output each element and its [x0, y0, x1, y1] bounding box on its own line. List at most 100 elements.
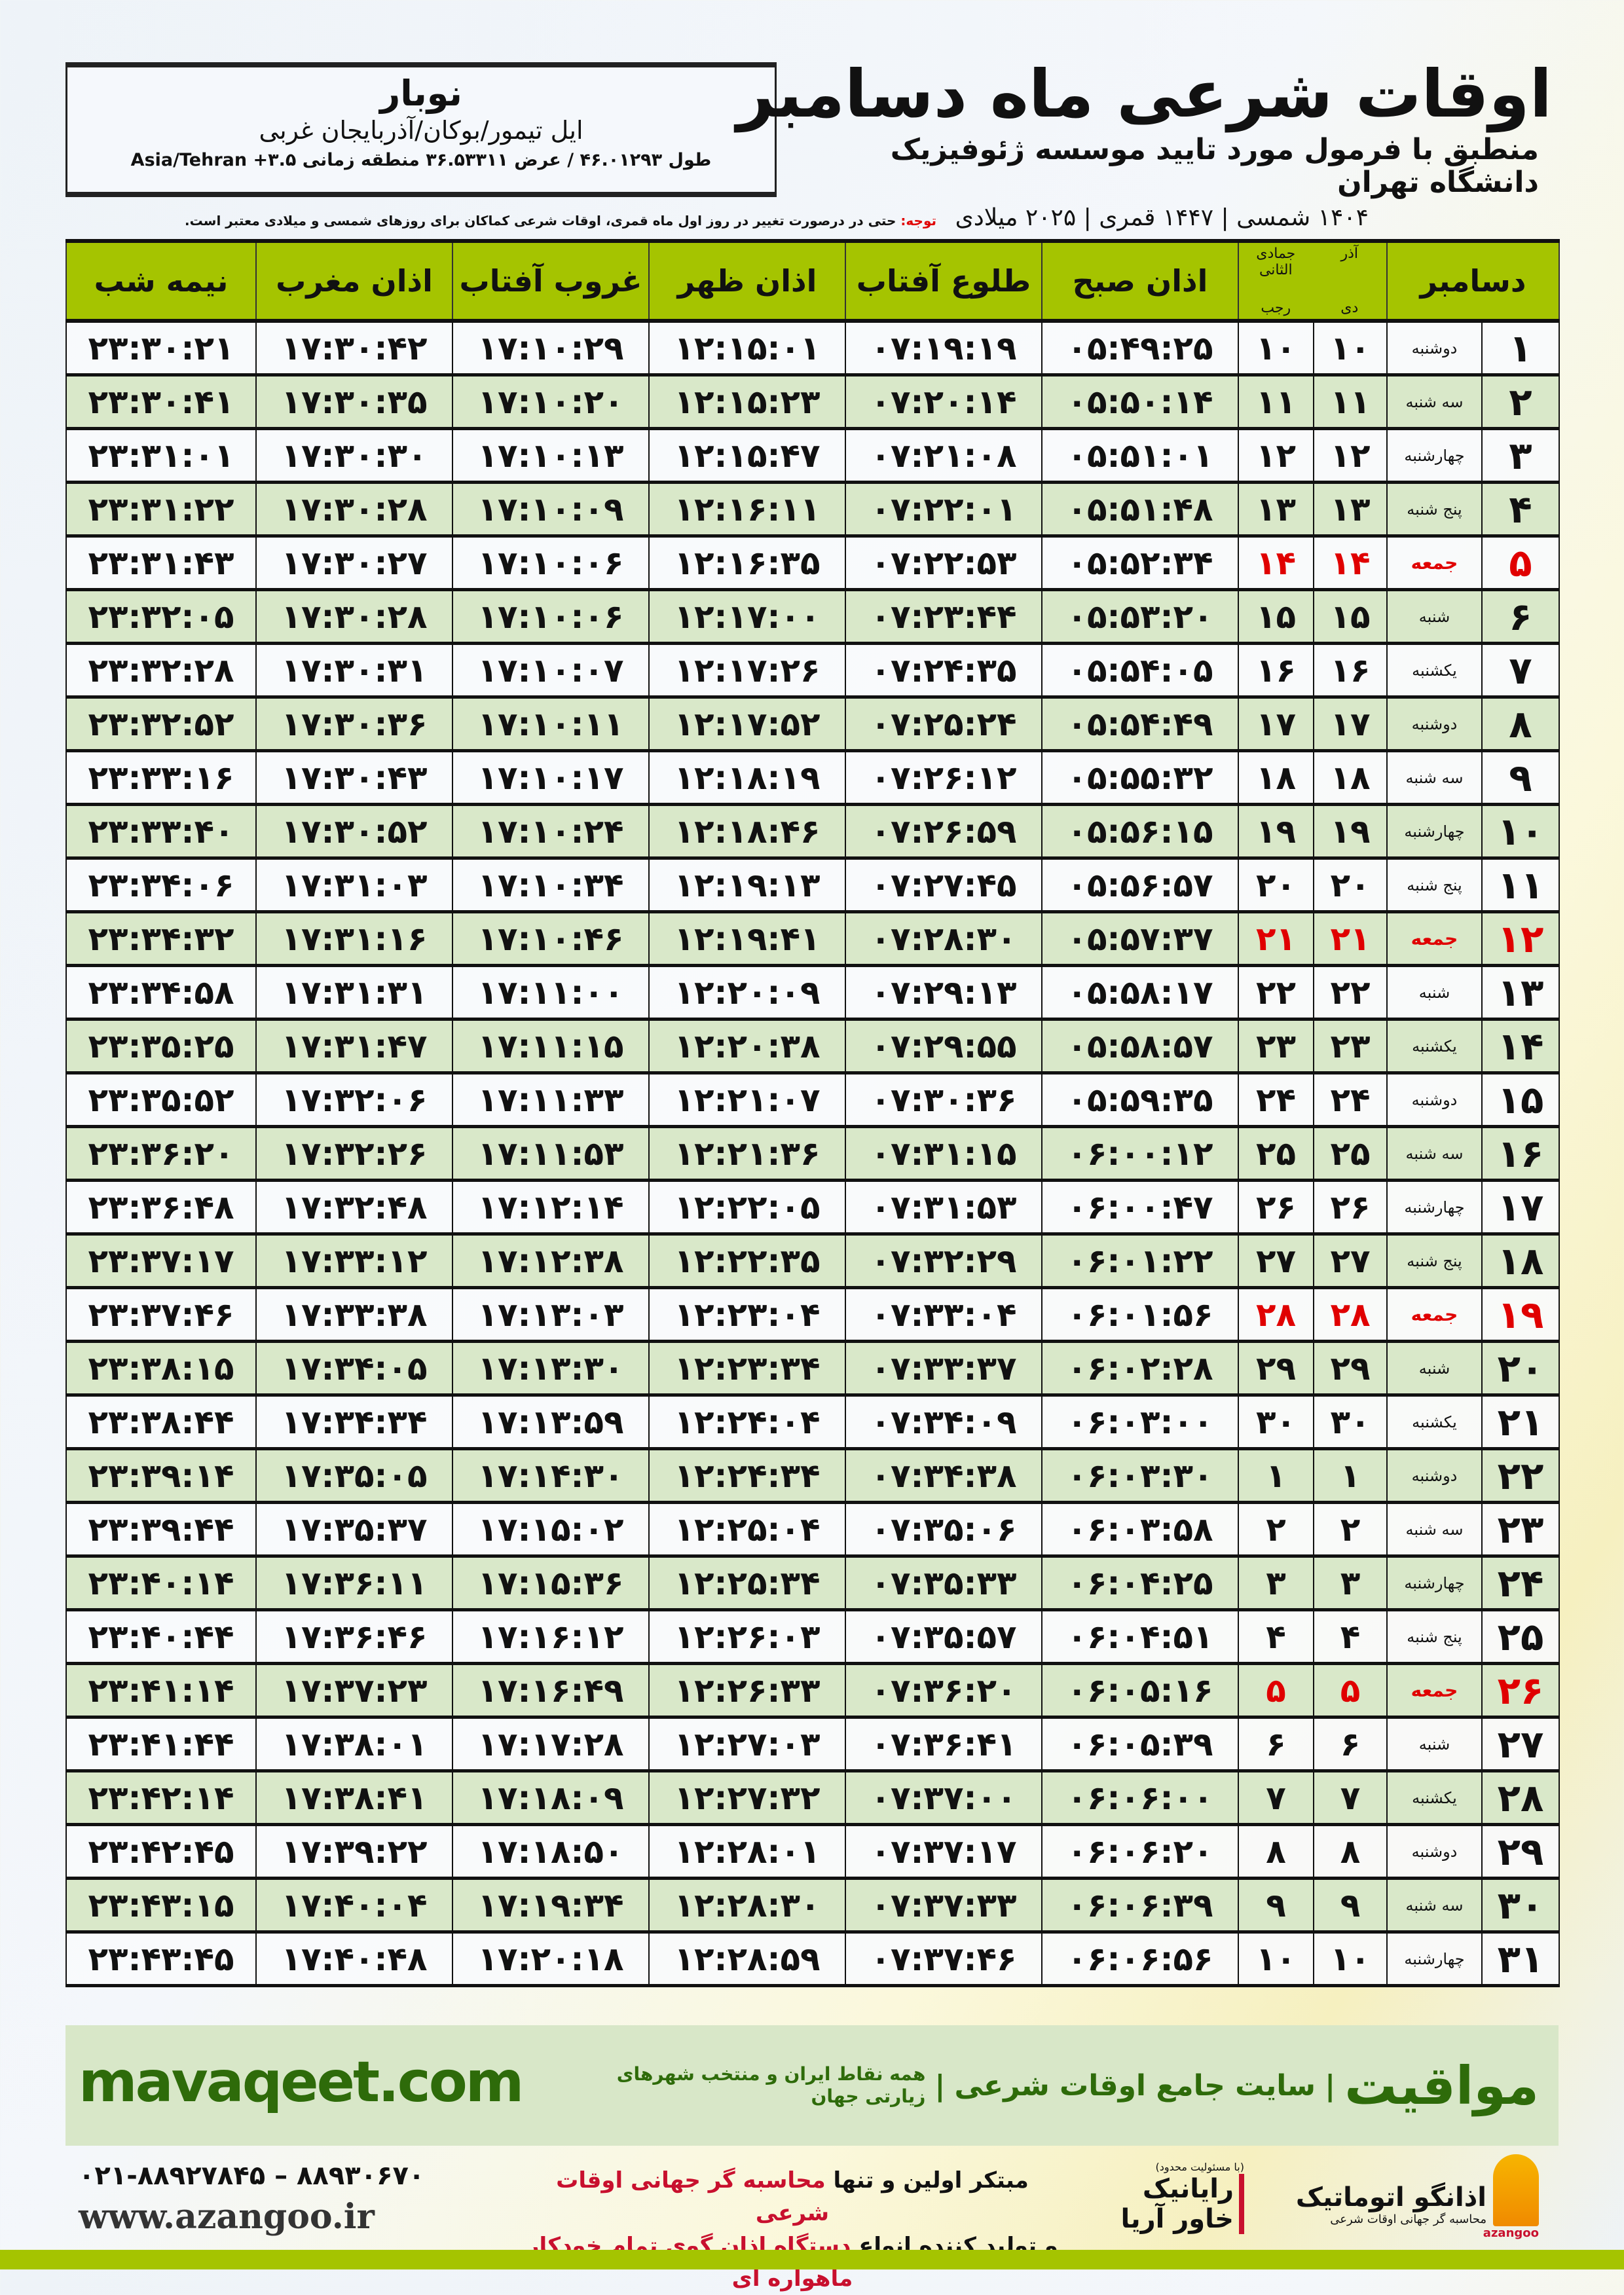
cell-maghrib: ۱۷:۳۰:۲۸: [255, 589, 453, 645]
separator: |: [934, 2068, 946, 2102]
cell-maghrib: ۱۷:۳۷:۲۳: [255, 1662, 453, 1719]
cell-maghrib: ۱۷:۳۰:۳۶: [255, 696, 453, 752]
cell-lunar-day: ۱۰: [1238, 320, 1314, 376]
cell-fajr: ۰۵:۵۳:۲۰: [1041, 589, 1239, 645]
table-row: ۱۶ سه شنبه ۲۵ ۲۵ ۰۶:۰۰:۱۲ ۰۷:۳۱:۱۵ ۱۲:۲۱:۳۶ ۱۷:…: [65, 1126, 1560, 1182]
cell-midnight: ۲۳:۳۹:۱۴: [65, 1448, 257, 1504]
cell-shamsi-day: ۴: [1313, 1609, 1388, 1665]
table-row: ۲۷ شنبه ۶ ۶ ۰۶:۰۵:۳۹ ۰۷:۳۶:۴۱ ۱۲:۲۷:۰۳ ۱۷:۱۷:۲۸…: [65, 1716, 1560, 1772]
cell-midnight: ۲۳:۳۰:۲۱: [65, 320, 257, 376]
cell-maghrib: ۱۷:۳۰:۳۰: [255, 428, 453, 484]
header-shamsi-bottom: دی: [1340, 300, 1359, 316]
cell-weekday: سه شنبه: [1386, 1126, 1483, 1182]
cell-shamsi-day: ۲۷: [1313, 1233, 1388, 1289]
cell-dhuhr: ۱۲:۱۹:۱۳: [648, 857, 846, 913]
cell-day: ۲۰: [1481, 1340, 1560, 1397]
table-row: ۱ دوشنبه ۱۰ ۱۰ ۰۵:۴۹:۲۵ ۰۷:۱۹:۱۹ ۱۲:۱۵:۰۱ ۱۷:۱۰…: [65, 320, 1560, 376]
logo2-text: اذانگو اتوماتیک: [1295, 2182, 1486, 2212]
cell-shamsi-day: ۱: [1313, 1448, 1388, 1504]
cell-sunrise: ۰۷:۳۴:۰۹: [845, 1394, 1043, 1450]
cell-fajr: ۰۵:۵۴:۴۹: [1041, 696, 1239, 752]
cell-sunset: ۱۷:۱۱:۵۳: [452, 1126, 650, 1182]
cell-fajr: ۰۵:۵۶:۱۵: [1041, 803, 1239, 860]
cell-dhuhr: ۱۲:۲۰:۳۸: [648, 1018, 846, 1074]
cell-shamsi-day: ۲۴: [1313, 1072, 1388, 1128]
cell-lunar-day: ۱: [1238, 1448, 1314, 1504]
cell-shamsi-day: ۲: [1313, 1501, 1388, 1558]
cell-midnight: ۲۳:۴۰:۴۴: [65, 1609, 257, 1665]
table-row: ۲۹ دوشنبه ۸ ۸ ۰۶:۰۶:۲۰ ۰۷:۳۷:۱۷ ۱۲:۲۸:۰۱ ۱۷:۱۸:…: [65, 1824, 1560, 1880]
cell-weekday: دوشنبه: [1386, 320, 1483, 376]
cell-sunset: ۱۷:۱۰:۱۳: [452, 428, 650, 484]
table-row: ۱۸ پنج شنبه ۲۷ ۲۷ ۰۶:۰۱:۲۲ ۰۷:۳۲:۲۹ ۱۲:۲۲:۳۵ ۱۷…: [65, 1233, 1560, 1289]
city-name: نوبار: [380, 73, 462, 114]
separator: |: [1325, 2068, 1336, 2102]
cell-weekday: یکشنبه: [1386, 1770, 1483, 1826]
cell-weekday: شنبه: [1386, 964, 1483, 1021]
cell-weekday: چهارشنبه: [1386, 428, 1483, 484]
cell-weekday: دوشنبه: [1386, 696, 1483, 752]
table-row: ۱۳ شنبه ۲۲ ۲۲ ۰۵:۵۸:۱۷ ۰۷:۲۹:۱۳ ۱۲:۲۰:۰۹ ۱۷:۱۱:…: [65, 964, 1560, 1021]
cell-lunar-day: ۲۶: [1238, 1179, 1314, 1236]
cell-day: ۳۰: [1481, 1877, 1560, 1934]
cell-weekday: دوشنبه: [1386, 1824, 1483, 1880]
cell-sunrise: ۰۷:۳۳:۳۷: [845, 1340, 1043, 1397]
cell-day: ۲: [1481, 374, 1560, 430]
cell-day: ۲۹: [1481, 1824, 1560, 1880]
cell-sunrise: ۰۷:۳۷:۴۶: [845, 1931, 1043, 1987]
header-maghrib: اذان مغرب: [255, 239, 453, 323]
table-row: ۱۲ جمعه ۲۱ ۲۱ ۰۵:۵۷:۳۷ ۰۷:۲۸:۳۰ ۱۲:۱۹:۴۱ ۱۷:۱۰:…: [65, 911, 1560, 967]
cell-sunrise: ۰۷:۳۵:۵۷: [845, 1609, 1043, 1665]
cell-lunar-day: ۴: [1238, 1609, 1314, 1665]
cell-lunar-day: ۳۰: [1238, 1394, 1314, 1450]
cell-lunar-day: ۱۴: [1238, 535, 1314, 591]
cell-midnight: ۲۳:۳۸:۱۵: [65, 1340, 257, 1397]
cell-lunar-day: ۱۳: [1238, 481, 1314, 538]
cell-sunrise: ۰۷:۲۳:۴۴: [845, 589, 1043, 645]
cell-fajr: ۰۶:۰۵:۱۶: [1041, 1662, 1239, 1719]
cell-midnight: ۲۳:۳۲:۲۸: [65, 642, 257, 699]
footer-ad: مبتکر اولین و تنها محاسبه گر جهانی اوقات…: [524, 2164, 1061, 2295]
cell-midnight: ۲۳:۴۳:۴۵: [65, 1931, 257, 1987]
cell-sunrise: ۰۷:۲۲:۰۱: [845, 481, 1043, 538]
cell-sunrise: ۰۷:۳۲:۲۹: [845, 1233, 1043, 1289]
cell-fajr: ۰۵:۵۶:۵۷: [1041, 857, 1239, 913]
cell-dhuhr: ۱۲:۲۴:۳۴: [648, 1448, 846, 1504]
cell-fajr: ۰۵:۵۰:۱۴: [1041, 374, 1239, 430]
cell-fajr: ۰۶:۰۳:۵۸: [1041, 1501, 1239, 1558]
footer-website[interactable]: www.azangoo.ir: [79, 2197, 375, 2237]
cell-lunar-day: ۸: [1238, 1824, 1314, 1880]
cell-lunar-day: ۲۹: [1238, 1340, 1314, 1397]
header-shamsi-top: آذر: [1340, 246, 1359, 262]
cell-lunar-day: ۱۶: [1238, 642, 1314, 699]
cell-day: ۲۱: [1481, 1394, 1560, 1450]
logo2-sub: محاسبه گر جهانی اوقات شرعی: [1330, 2212, 1486, 2226]
cell-midnight: ۲۳:۴۲:۱۴: [65, 1770, 257, 1826]
cell-lunar-day: ۲۱: [1238, 911, 1314, 967]
cell-fajr: ۰۵:۵۵:۳۲: [1041, 750, 1239, 806]
cell-maghrib: ۱۷:۳۵:۳۷: [255, 1501, 453, 1558]
cell-day: ۱۸: [1481, 1233, 1560, 1289]
cell-sunset: ۱۷:۱۰:۴۶: [452, 911, 650, 967]
cell-sunrise: ۰۷:۲۵:۲۴: [845, 696, 1043, 752]
cell-sunrise: ۰۷:۲۶:۱۲: [845, 750, 1043, 806]
cell-maghrib: ۱۷:۳۱:۱۶: [255, 911, 453, 967]
header-fajr: اذان صبح: [1041, 239, 1239, 323]
cell-shamsi-day: ۱۹: [1313, 803, 1388, 860]
table-row: ۷ یکشنبه ۱۶ ۱۶ ۰۵:۵۴:۰۵ ۰۷:۲۴:۳۵ ۱۲:۱۷:۲۶ ۱۷:۱۰…: [65, 642, 1560, 699]
header-month: دسامبر: [1386, 239, 1560, 323]
cell-fajr: ۰۵:۵۹:۳۵: [1041, 1072, 1239, 1128]
cell-fajr: ۰۵:۵۲:۳۴: [1041, 535, 1239, 591]
cell-sunset: ۱۷:۱۱:۳۳: [452, 1072, 650, 1128]
cell-lunar-day: ۹: [1238, 1877, 1314, 1934]
cell-dhuhr: ۱۲:۱۸:۴۶: [648, 803, 846, 860]
bottom-bar: [0, 2250, 1624, 2269]
cell-maghrib: ۱۷:۳۰:۴۳: [255, 750, 453, 806]
cell-lunar-day: ۱۱: [1238, 374, 1314, 430]
cell-day: ۱۱: [1481, 857, 1560, 913]
promo-site-link[interactable]: mavaqeet.com: [79, 2049, 524, 2115]
cell-sunrise: ۰۷:۲۰:۱۴: [845, 374, 1043, 430]
table-row: ۲۴ چهارشنبه ۳ ۳ ۰۶:۰۴:۲۵ ۰۷:۳۵:۳۳ ۱۲:۲۵:۳۴ ۱۷:۱…: [65, 1555, 1560, 1611]
cell-shamsi-day: ۱۷: [1313, 696, 1388, 752]
cell-sunrise: ۰۷:۳۶:۴۱: [845, 1716, 1043, 1772]
